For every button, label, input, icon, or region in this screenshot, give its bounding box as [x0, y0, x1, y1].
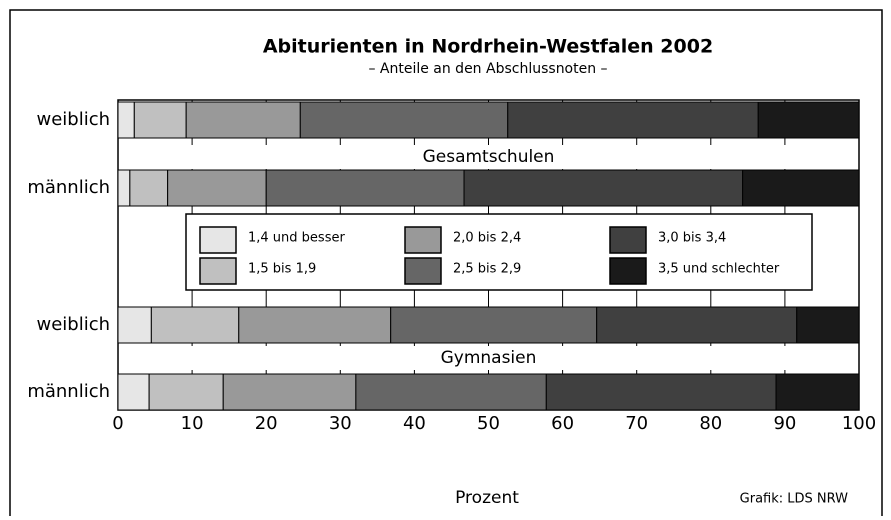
x-tick-label: 70 [625, 413, 648, 434]
x-tick-label: 0 [112, 413, 123, 434]
legend-label: 1,4 und besser [248, 231, 345, 246]
bar-segment [238, 306, 392, 344]
bar-segment [775, 373, 860, 411]
bar-segment [796, 306, 860, 344]
x-tick-label: 40 [403, 413, 426, 434]
bar-segment [148, 373, 224, 411]
bar-segment [150, 306, 240, 344]
bar-segment [265, 169, 465, 207]
group-band [119, 145, 858, 169]
y-tick-label: männlich [27, 381, 110, 402]
legend-swatch [609, 226, 647, 254]
legend-label: 2,0 bis 2,4 [453, 231, 521, 246]
bar-segment [757, 101, 860, 139]
legend [185, 213, 813, 291]
legend-swatch [609, 257, 647, 285]
legend-label: 2,5 bis 2,9 [453, 262, 521, 277]
x-tick-label: 30 [329, 413, 352, 434]
bar-segment [545, 373, 777, 411]
bar-segment [463, 169, 744, 207]
group-label: Gesamtschulen [423, 147, 555, 167]
y-tick-label: männlich [27, 177, 110, 198]
bar-segment [507, 101, 759, 139]
legend-label: 3,0 bis 3,4 [658, 231, 726, 246]
x-tick-label: 60 [551, 413, 574, 434]
bar-segment [117, 101, 135, 139]
bar-segment [390, 306, 598, 344]
legend-swatch [404, 257, 442, 285]
bar-segment [299, 101, 509, 139]
x-tick-label: 50 [477, 413, 500, 434]
legend-label: 3,5 und schlechter [658, 262, 780, 277]
bar-segment [742, 169, 860, 207]
x-tick-label: 10 [181, 413, 204, 434]
legend-swatch [199, 257, 237, 285]
bar-segment [222, 373, 357, 411]
chart-title: Abiturienten in Nordrhein-Westfalen 2002 [263, 36, 713, 58]
bar-segment [133, 101, 187, 139]
group-band [119, 346, 858, 370]
x-axis-label: Prozent [455, 488, 519, 508]
bar-segment [185, 101, 301, 139]
legend-label: 1,5 bis 1,9 [248, 262, 316, 277]
bar-segment [117, 169, 131, 207]
x-tick-label: 20 [255, 413, 278, 434]
bar-segment [355, 373, 547, 411]
bar-segment [596, 306, 798, 344]
bar-segment [117, 373, 150, 411]
bar-segment [117, 306, 152, 344]
bar-segment [129, 169, 169, 207]
y-tick-label: weiblich [36, 109, 110, 130]
legend-swatch [199, 226, 237, 254]
source: Grafik: LDS NRW [740, 492, 848, 507]
chart-subtitle: – Anteile an den Abschlussnoten – [368, 61, 607, 77]
group-label: Gymnasien [441, 348, 537, 368]
bar-segment [167, 169, 267, 207]
legend-swatch [404, 226, 442, 254]
x-tick-label: 80 [699, 413, 722, 434]
y-tick-label: weiblich [36, 314, 110, 335]
x-tick-label: 100 [842, 413, 876, 434]
x-tick-label: 90 [773, 413, 796, 434]
